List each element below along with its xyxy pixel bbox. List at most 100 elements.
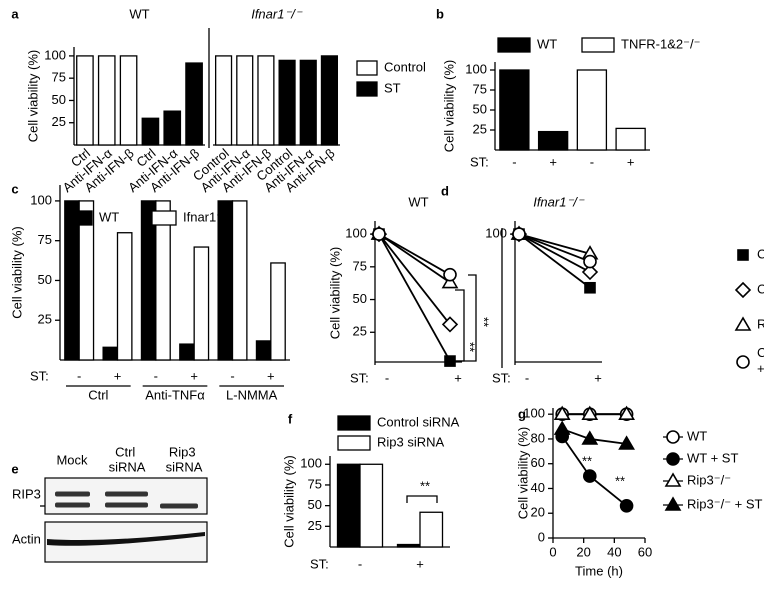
legend-label: Casp-1 inh. <box>757 281 764 296</box>
legend-label: Rip3⁻/⁻ <box>687 472 731 487</box>
y-tick-label: 25 <box>308 518 322 533</box>
legend-swatch <box>337 435 371 451</box>
bar <box>270 262 286 361</box>
panel-label: c <box>11 181 18 196</box>
y-tick-label: 60 <box>531 455 545 470</box>
legend-label: WT <box>687 428 707 443</box>
legend-marker <box>664 496 682 511</box>
y-tick-label: 75 <box>353 258 367 273</box>
legend-swatch <box>151 210 177 226</box>
bar <box>116 232 133 361</box>
y-tick-label: 40 <box>531 480 545 495</box>
legend-marker <box>736 355 750 369</box>
x-tick-label: - <box>358 556 362 571</box>
bar <box>102 346 119 361</box>
x-tick-label: - <box>512 154 516 169</box>
significance: ** <box>615 473 625 488</box>
y-axis-label: Cell viability (%) <box>515 427 530 519</box>
series-line <box>518 233 591 273</box>
chart-title: Ifnar1⁻/⁻ <box>533 194 585 209</box>
y-tick-label: 75 <box>308 476 322 491</box>
significance: ** <box>582 453 592 468</box>
bar <box>278 59 296 146</box>
panel-label: d <box>441 183 449 198</box>
y-tick-label: 100 <box>44 47 66 62</box>
y-tick-label: 0 <box>538 529 545 544</box>
group-label: Ctrl <box>88 387 108 402</box>
bracket <box>455 274 477 362</box>
group-label: Anti-TNFα <box>145 387 205 402</box>
chart-title: WT <box>408 194 428 209</box>
bar <box>236 55 254 146</box>
panel-label: a <box>11 6 19 21</box>
legend-label: Ctrl <box>757 246 764 261</box>
bar <box>359 463 384 548</box>
x-tick-label: - <box>385 370 389 385</box>
bar <box>320 55 339 146</box>
y-tick-label: 100 <box>300 456 322 471</box>
legend-swatch <box>337 415 371 431</box>
bar <box>119 55 138 146</box>
significance: ** <box>420 478 430 493</box>
x-axis-label: Time (h) <box>575 563 623 578</box>
y-tick-label: 50 <box>473 101 487 116</box>
x-tick-label: + <box>190 368 198 383</box>
y-tick-label: 75 <box>52 70 66 85</box>
bar <box>185 62 203 146</box>
band <box>105 491 148 497</box>
bar <box>299 59 317 146</box>
bar <box>78 200 95 361</box>
marker <box>581 430 599 445</box>
x-tick-label: + <box>416 556 424 571</box>
panel-label: g <box>518 406 526 421</box>
band <box>105 502 148 508</box>
legend-label: WT + ST <box>687 450 738 465</box>
marker <box>441 273 459 289</box>
bar <box>336 463 361 548</box>
legend-marker <box>666 452 680 466</box>
lane-label: Rip3 siRNA <box>166 445 203 475</box>
series-line <box>378 233 451 325</box>
bracket <box>406 495 438 503</box>
bar <box>155 200 171 361</box>
x-tick-label: + <box>549 154 557 169</box>
legend-label: Rip3 siRNA <box>377 434 445 449</box>
marker <box>372 227 386 241</box>
marker <box>582 469 597 483</box>
band <box>160 503 198 509</box>
legend-label: Rip3⁻/⁻ + ST <box>687 496 763 511</box>
bar <box>141 117 160 146</box>
bar <box>419 511 444 548</box>
series-line <box>378 233 451 362</box>
panel-label: b <box>436 6 444 21</box>
bar <box>615 127 646 151</box>
significance: ** <box>463 342 478 352</box>
panel-label: f <box>288 411 293 426</box>
marker <box>512 227 526 241</box>
chart-title: WT <box>129 6 149 21</box>
marker <box>584 281 596 294</box>
bar <box>217 200 234 361</box>
marker <box>583 254 597 269</box>
y-tick-label: 50 <box>52 92 66 107</box>
band <box>55 491 90 497</box>
marker <box>619 499 634 513</box>
legend-swatch <box>356 81 378 97</box>
x-tick-label: - <box>77 368 81 383</box>
marker <box>618 435 635 450</box>
bar <box>97 55 116 146</box>
band <box>55 502 90 508</box>
row-label: Actin <box>12 531 41 546</box>
series-line <box>378 233 451 276</box>
y-axis-label: Cell viability (%) <box>441 60 456 152</box>
y-tick-label: 100 <box>485 226 507 241</box>
legend-marker <box>666 430 680 444</box>
series-line <box>518 233 591 255</box>
y-tick-label: 75 <box>473 81 487 96</box>
bar <box>163 110 182 146</box>
y-axis-label: Cell viability (%) <box>9 226 24 318</box>
legend-label: WT <box>537 36 557 51</box>
marker <box>444 355 456 367</box>
y-tick-label: 100 <box>30 192 52 207</box>
